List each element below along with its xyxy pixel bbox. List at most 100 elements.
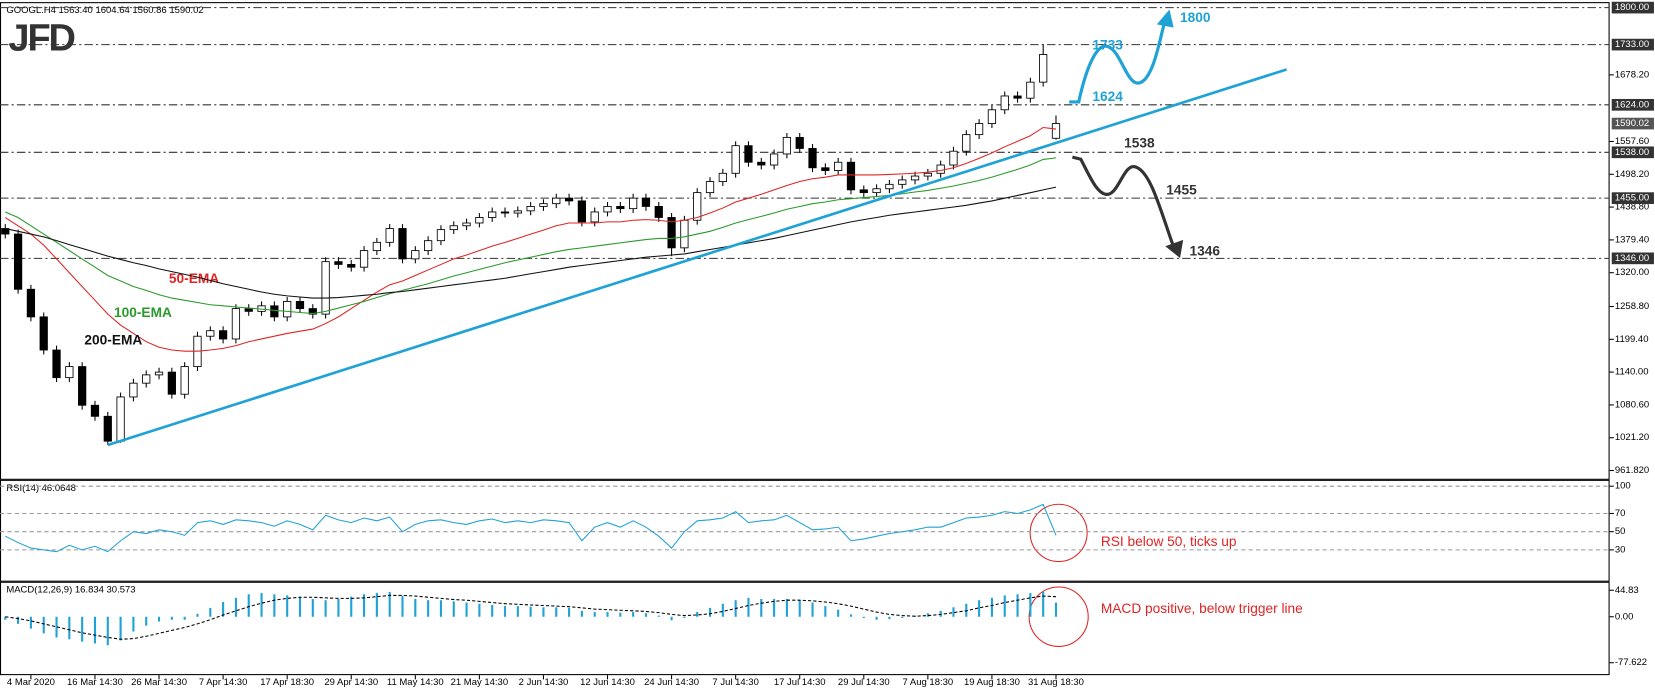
chart-title: GOOGL.H4 1563.40 1604.64 1560.86 1590.02 (6, 5, 203, 16)
candle-body (769, 153, 779, 166)
candle-body (1051, 123, 1061, 139)
candle-body (52, 349, 61, 379)
y-tick-label: 0.00 (1615, 611, 1633, 622)
macd-bar (311, 599, 314, 617)
macd-bar (555, 607, 558, 617)
macd-bar (644, 613, 648, 617)
x-tick-label: 4 Mar 2020 (7, 677, 55, 688)
macd-bar (696, 612, 699, 617)
x-tick-label: 12 Jun 14:30 (580, 677, 635, 688)
candle-body (488, 211, 497, 218)
macd-bar (1029, 593, 1032, 617)
level-label: 1538.00 (1615, 147, 1649, 158)
candle-body (436, 229, 446, 242)
candle-body (283, 300, 292, 318)
candle-body (129, 382, 138, 398)
macd-bar (875, 616, 878, 620)
level-label-box (1611, 38, 1654, 51)
candle-body (872, 188, 881, 194)
candle-body (180, 366, 189, 395)
series-label: 200-EMA (84, 332, 142, 347)
candle-body (78, 366, 87, 406)
macd-bar (298, 596, 302, 617)
macd-bar (965, 603, 968, 617)
macd-bar (773, 599, 776, 617)
candle-body (270, 305, 279, 318)
macd-bar (222, 601, 225, 617)
candle-body (334, 261, 343, 265)
macd-bar (824, 606, 827, 617)
candle-body (385, 228, 394, 243)
level-label-box (1611, 252, 1654, 265)
macd-bar (17, 616, 20, 624)
macd-bar (247, 594, 250, 617)
candle-body (718, 172, 727, 183)
level-note: 1346 (1190, 244, 1221, 259)
x-tick-label: 29 Apr 14:30 (324, 677, 378, 688)
macd-bar (157, 616, 161, 622)
macd-bar (119, 616, 122, 641)
y-tick-label: 70 (1615, 508, 1626, 519)
macd-bar (42, 616, 45, 634)
series-label: 50-EMA (169, 271, 219, 286)
macd-bar (811, 602, 814, 617)
macd-bar (978, 600, 981, 617)
macd-bar (798, 600, 801, 617)
candle-body (65, 366, 74, 379)
macd-bar (837, 609, 840, 617)
x-tick-label: 24 Jun 14:30 (644, 677, 699, 688)
macd-title: MACD(12,26,9) 16.834 30.573 (6, 585, 135, 596)
y-tick-label: 1199.40 (1615, 334, 1649, 345)
y-tick-label: 44.83 (1615, 585, 1639, 596)
macd-bar (1042, 591, 1045, 617)
macd-bar (478, 603, 481, 617)
macd-bar (29, 616, 32, 629)
candle-body (1026, 81, 1035, 99)
macd-bar (503, 606, 507, 617)
macd-bar (657, 615, 660, 617)
arrow-head (1156, 9, 1174, 28)
level-note: 1538 (1124, 135, 1155, 150)
level-note: 1455 (1166, 182, 1197, 197)
macd-bar (427, 600, 430, 617)
level-label: 1624.00 (1615, 99, 1649, 110)
macd-bar (491, 604, 494, 617)
macd-bar (106, 616, 109, 646)
macd-bar (1016, 594, 1019, 617)
bearish-scenario-arrow (1071, 155, 1175, 245)
candle-body (424, 240, 433, 252)
level-label: 1455.00 (1615, 193, 1649, 204)
macd-bar (1003, 595, 1006, 617)
candle-body (500, 211, 510, 214)
candle-body (1039, 54, 1048, 83)
macd-bar (593, 612, 596, 617)
y-tick-label: 1140.00 (1615, 367, 1649, 378)
macd-bar (926, 613, 929, 617)
macd-bar (196, 613, 199, 617)
y-tick-label: 1379.40 (1615, 234, 1649, 245)
candle-body (949, 150, 958, 166)
macd-bar (375, 593, 378, 617)
macd-bar (619, 612, 622, 617)
candle-body (744, 145, 753, 163)
y-tick-label: 50 (1615, 526, 1626, 537)
y-tick-label: -77.622 (1615, 657, 1647, 668)
x-tick-label: 11 May 14:30 (387, 677, 444, 688)
candle-body (308, 308, 317, 315)
candle-body (846, 161, 856, 191)
candle-body (116, 396, 125, 442)
candle-body (782, 136, 792, 155)
candle-body (962, 134, 971, 152)
candle-body (654, 206, 663, 218)
macd-bar (324, 600, 327, 617)
candle-body (552, 197, 561, 205)
level-label: 1346.00 (1615, 253, 1649, 264)
candle-body (90, 404, 100, 417)
candle-body (936, 164, 945, 174)
candle-body (218, 330, 228, 340)
macd-bar (747, 597, 750, 617)
candle-body (910, 175, 920, 181)
macd-bar (68, 616, 71, 640)
y-tick-label: 30 (1615, 544, 1626, 555)
macd-bar (55, 616, 58, 638)
